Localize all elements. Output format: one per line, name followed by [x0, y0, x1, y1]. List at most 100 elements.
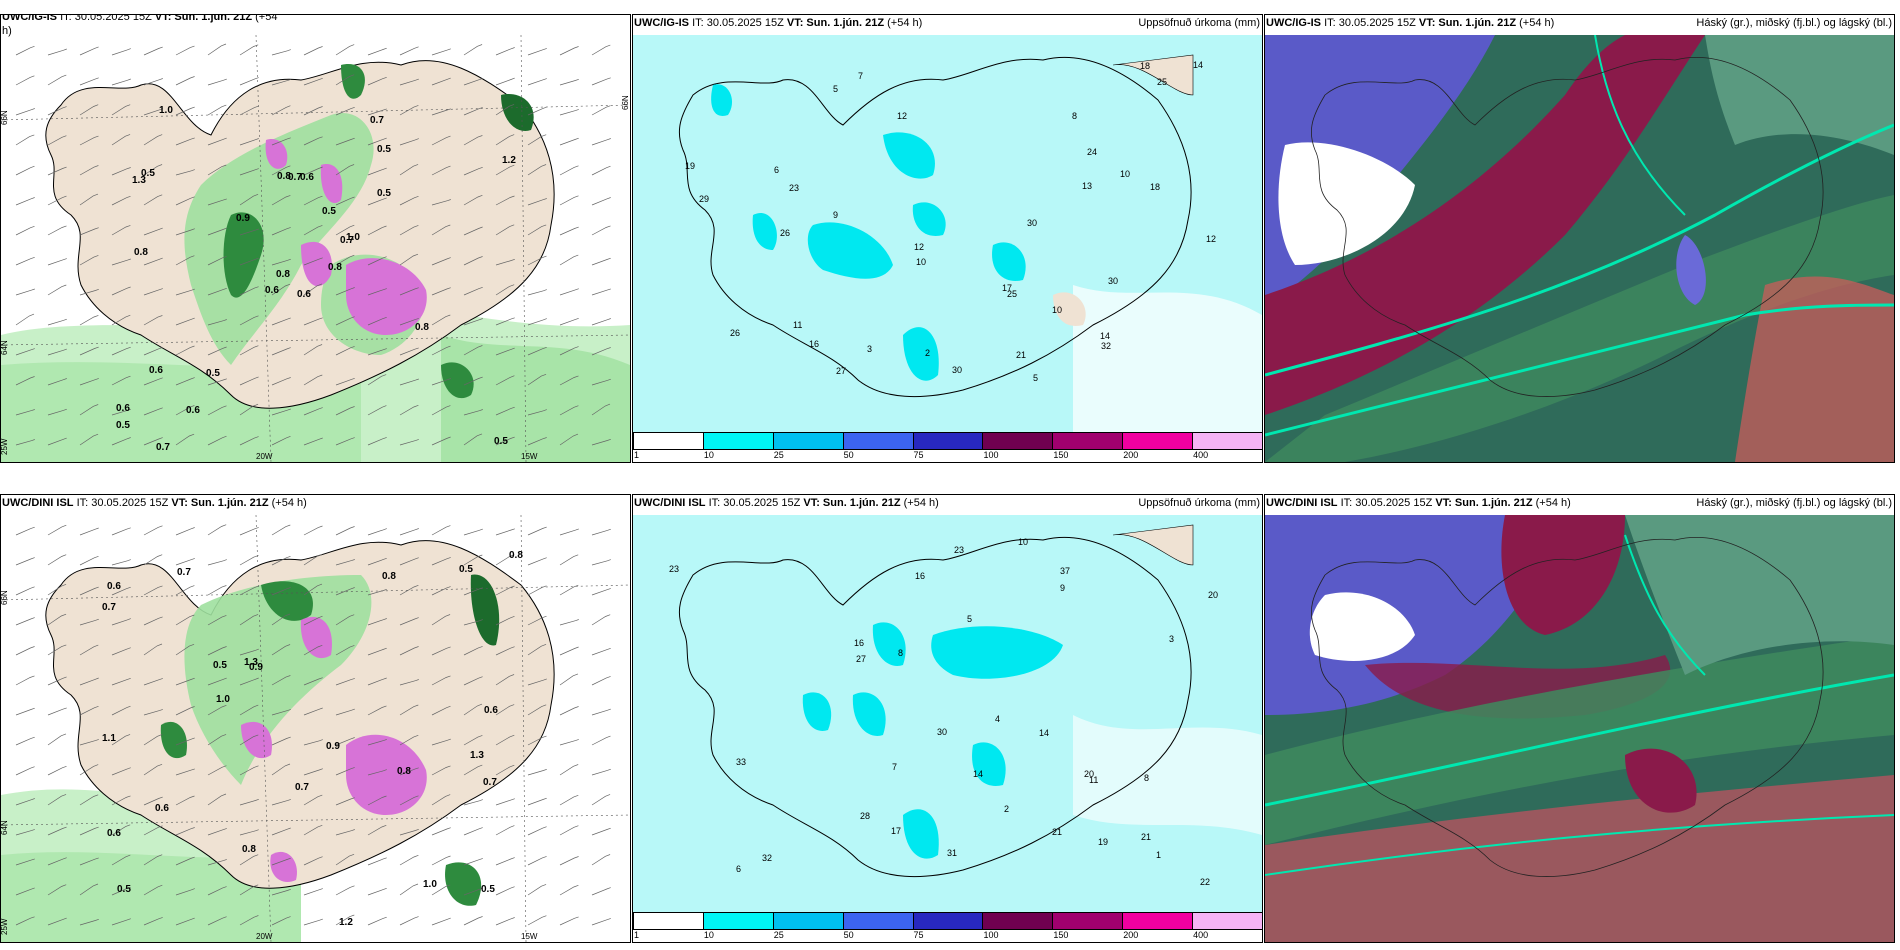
wind-barb: [591, 794, 611, 806]
wind-barb: [111, 767, 131, 776]
model-name: UWC/DINI ISL: [1266, 497, 1338, 509]
panel-header: UWC/DINI ISL IT: 30.05.2025 15Z VT: Sun.…: [2, 496, 628, 514]
rain-amount-labels: 0.61.30.80.60.70.50.70.60.50.81.00.50.81…: [116, 105, 516, 453]
wind-barb: [271, 317, 291, 326]
wind-barb: [495, 104, 515, 116]
wind-barb: [367, 108, 387, 116]
wind-barb: [463, 107, 483, 116]
wind-barb: [207, 164, 227, 176]
legend-tick-label: 400: [1193, 450, 1209, 460]
value-label: 0.6: [155, 803, 169, 814]
wind-barb: [527, 797, 547, 806]
wind-barb: [591, 105, 611, 116]
wind-barb: [239, 704, 259, 716]
wind-barb: [207, 886, 227, 896]
value-label: 0.8: [509, 550, 523, 561]
panel-header: UWC/DINI ISL IT: 30.05.2025 15Z VT: Sun.…: [1266, 496, 1892, 514]
panel-header: UWC/DINI ISL IT: 30.05.2025 15Z VT: Sun.…: [634, 496, 1260, 514]
value-label: 11: [1089, 775, 1098, 785]
wind-barb: [495, 704, 515, 716]
wind-barb: [527, 198, 547, 206]
wind-barb: [399, 46, 419, 56]
wind-barb: [335, 614, 355, 626]
value-label: 24: [1087, 147, 1097, 157]
wind-barb: [271, 435, 291, 446]
value-label: 18: [1140, 61, 1150, 71]
wind-barb: [271, 347, 291, 356]
wind-barb: [143, 616, 163, 626]
value-label: 4: [995, 714, 1000, 724]
wind-barb: [47, 195, 67, 206]
wind-barb: [463, 256, 483, 266]
value-label: 8: [1144, 773, 1149, 783]
wind-barb: [463, 433, 483, 446]
wind-barb: [495, 917, 515, 926]
value-label: 0.8: [277, 171, 291, 182]
wind-barb: [303, 283, 323, 296]
value-label: 2: [925, 348, 930, 358]
wind-barb: [463, 703, 483, 716]
wind-barb: [175, 405, 195, 416]
precip-labels: 6841416102137192822271723211620333020233…: [669, 537, 1218, 887]
wind-barb: [367, 588, 387, 596]
value-label: 0.6: [149, 365, 163, 376]
wind-barb: [239, 436, 259, 446]
wind-barb: [47, 408, 67, 416]
value-label: 12: [914, 242, 924, 252]
panel-cloud-dini: UWC/DINI ISL IT: 30.05.2025 15Z VT: Sun.…: [1264, 494, 1895, 943]
wind-barb: [111, 408, 131, 416]
wind-barb: [79, 918, 99, 926]
wind-barb: [111, 918, 131, 926]
grid-label-25w: 25W: [1, 918, 9, 935]
init-time: IT: 30.05.2025 15Z: [708, 497, 801, 509]
wind-barb: [527, 373, 547, 386]
wind-barb: [143, 407, 163, 416]
wind-barb: [335, 559, 355, 566]
wind-barb: [271, 408, 291, 416]
wind-barb: [591, 827, 611, 836]
wind-barb: [143, 134, 163, 146]
wind-barb: [431, 108, 451, 116]
wind-barb: [143, 854, 163, 866]
legend-swatch: [633, 432, 704, 450]
value-label: 16: [915, 571, 925, 581]
value-label: 2: [1004, 804, 1009, 814]
wind-barb: [111, 195, 131, 206]
wind-barb: [559, 584, 579, 596]
value-label: 0.6: [186, 405, 200, 416]
wind-barb: [175, 345, 195, 356]
wind-barb: [239, 105, 259, 116]
wind-barb: [271, 555, 291, 566]
wind-barb: [79, 346, 99, 356]
wind-barb: [15, 707, 35, 716]
wind-barb: [15, 256, 35, 266]
value-label: 30: [1027, 218, 1037, 228]
model-name: UWC/DINI ISL: [634, 497, 706, 509]
legend-tick-label: 200: [1123, 930, 1139, 940]
model-name: UWC/IG-IS: [634, 17, 689, 29]
wind-barb: [367, 137, 387, 146]
wind-barb: [47, 707, 67, 716]
wind-barb: [527, 704, 547, 716]
wind-barb: [111, 647, 131, 656]
wind-barb: [399, 828, 419, 836]
legend-swatch: [1052, 912, 1124, 930]
wind-barb: [207, 405, 227, 416]
wind-barb: [111, 286, 131, 296]
wind-barb: [15, 736, 35, 746]
wind-barb: [431, 48, 451, 56]
wind-barb: [15, 75, 35, 86]
wind-barb: [111, 314, 131, 326]
wind-barb: [143, 643, 163, 656]
wind-barb: [175, 433, 195, 446]
wind-barb: [303, 374, 323, 386]
wind-barb: [271, 49, 291, 56]
value-label: 0.6: [265, 285, 279, 296]
wind-barb: [559, 764, 579, 776]
value-label: 0.6: [116, 403, 130, 414]
wind-barb: [207, 378, 227, 386]
wind-barb: [47, 166, 67, 176]
wind-barb: [15, 916, 35, 926]
product-title: Uppsöfnuð úrkoma (mm): [1138, 497, 1260, 509]
value-label: 0.5: [213, 660, 227, 671]
